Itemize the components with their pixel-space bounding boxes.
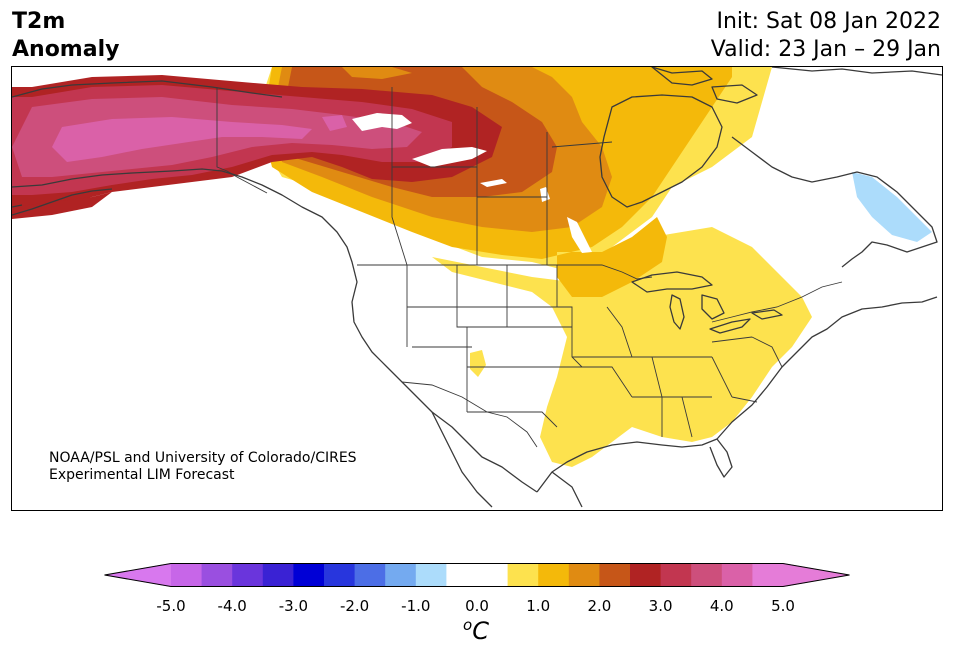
colorbar-extend-high (783, 563, 850, 587)
forecast-dates: Init: Sat 08 Jan 2022 Valid: 23 Jan – 29… (711, 8, 941, 64)
colorbar-segment (232, 563, 264, 587)
shade-light-blue (852, 172, 932, 242)
coast-arctic-3 (771, 67, 942, 76)
lake-huron (701, 294, 725, 320)
lake-winnipegosis (540, 187, 550, 202)
map-title: T2m Anomaly (12, 8, 119, 64)
coast-mexico (431, 411, 583, 508)
shade-pink (52, 115, 347, 162)
colorbar-extend-low (104, 563, 171, 587)
coast-east (716, 296, 938, 440)
border-alaska-canada (216, 87, 268, 194)
credit-line-2: Experimental LIM Forecast (49, 467, 235, 483)
lake-michigan (669, 294, 685, 330)
lake-great-bear (352, 113, 412, 131)
credit-line-1: NOAA/PSL and University of Colorado/CIRE… (49, 450, 357, 466)
coast-hudson (599, 94, 723, 208)
colorbar-segment (415, 563, 447, 587)
border-us-states (406, 265, 783, 438)
coast-alaska-peninsula (12, 188, 113, 216)
anomaly-shading (12, 67, 932, 467)
coast-labrador (731, 136, 938, 268)
colorbar (104, 563, 850, 587)
colorbar-tick-label: -2.0 (339, 597, 370, 615)
coast-arctic-2 (711, 84, 758, 104)
coast-arctic-1 (651, 67, 713, 86)
lake-athabasca (480, 179, 507, 187)
colorbar-tick-label: -3.0 (278, 597, 309, 615)
colorbar-segment (354, 563, 386, 587)
colorbar-segment (599, 563, 631, 587)
anomaly-map (11, 66, 943, 511)
colorbar-canvas (104, 563, 850, 587)
colorbar-tick-label: 1.0 (526, 597, 551, 615)
map-canvas (12, 67, 942, 508)
border-us-mexico (401, 381, 538, 448)
shade-red-bering (12, 192, 112, 219)
colorbar-segment (538, 563, 570, 587)
colorbar-tick-label: -1.0 (401, 597, 431, 615)
coast-alaska (12, 80, 538, 493)
colorbar-segment (660, 563, 692, 587)
colorbar-segment (171, 563, 203, 587)
colorbar-tick-label: 2.0 (587, 597, 612, 615)
colorbar-segment (446, 563, 478, 587)
lake-ontario (751, 309, 783, 320)
colorbar-unit: oC (463, 616, 489, 645)
colorbar-segment (691, 563, 723, 587)
valid-date: Valid: 23 Jan – 29 Jan (710, 37, 941, 62)
colorbar-outline (104, 563, 850, 587)
colorbar-segment (324, 563, 356, 587)
border-canada-provinces (391, 87, 613, 266)
colorbar-tick-label: -5.0 (156, 597, 186, 615)
colorbar-segment (385, 563, 417, 587)
unit-letter: C (472, 617, 489, 645)
colorbar-tick-label: 0.0 (465, 597, 489, 615)
colorbar-segment (630, 563, 662, 587)
coast-gulf (536, 438, 733, 493)
lake-winnipeg (567, 217, 592, 253)
colorbar-segment (507, 563, 539, 587)
lake-great-slave (412, 147, 487, 167)
title-line-2: Anomaly (12, 37, 120, 62)
data-credit: NOAA/PSL and University of Colorado/CIRE… (49, 450, 357, 484)
lake-superior (631, 271, 713, 293)
init-date: Init: Sat 08 Jan 2022 (716, 9, 941, 34)
colorbar-segment (477, 563, 509, 587)
shade-yellow-small (470, 350, 486, 377)
colorbar-segment (201, 563, 233, 587)
lake-erie (709, 318, 751, 334)
colorbar-segment (721, 563, 753, 587)
colorbar-tick-label: -4.0 (217, 597, 247, 615)
colorbar-segment (752, 563, 784, 587)
borders (216, 87, 843, 448)
colorbar-segment (293, 563, 325, 587)
unit-degree: o (463, 616, 473, 634)
title-line-1: T2m (12, 9, 66, 34)
colorbar-tick-label: 5.0 (771, 597, 795, 615)
colorbar-segment (262, 563, 294, 587)
coastlines (12, 67, 942, 508)
colorbar-segment (568, 563, 600, 587)
colorbar-tick-label: 3.0 (648, 597, 673, 615)
colorbar-tick-label: 4.0 (709, 597, 734, 615)
